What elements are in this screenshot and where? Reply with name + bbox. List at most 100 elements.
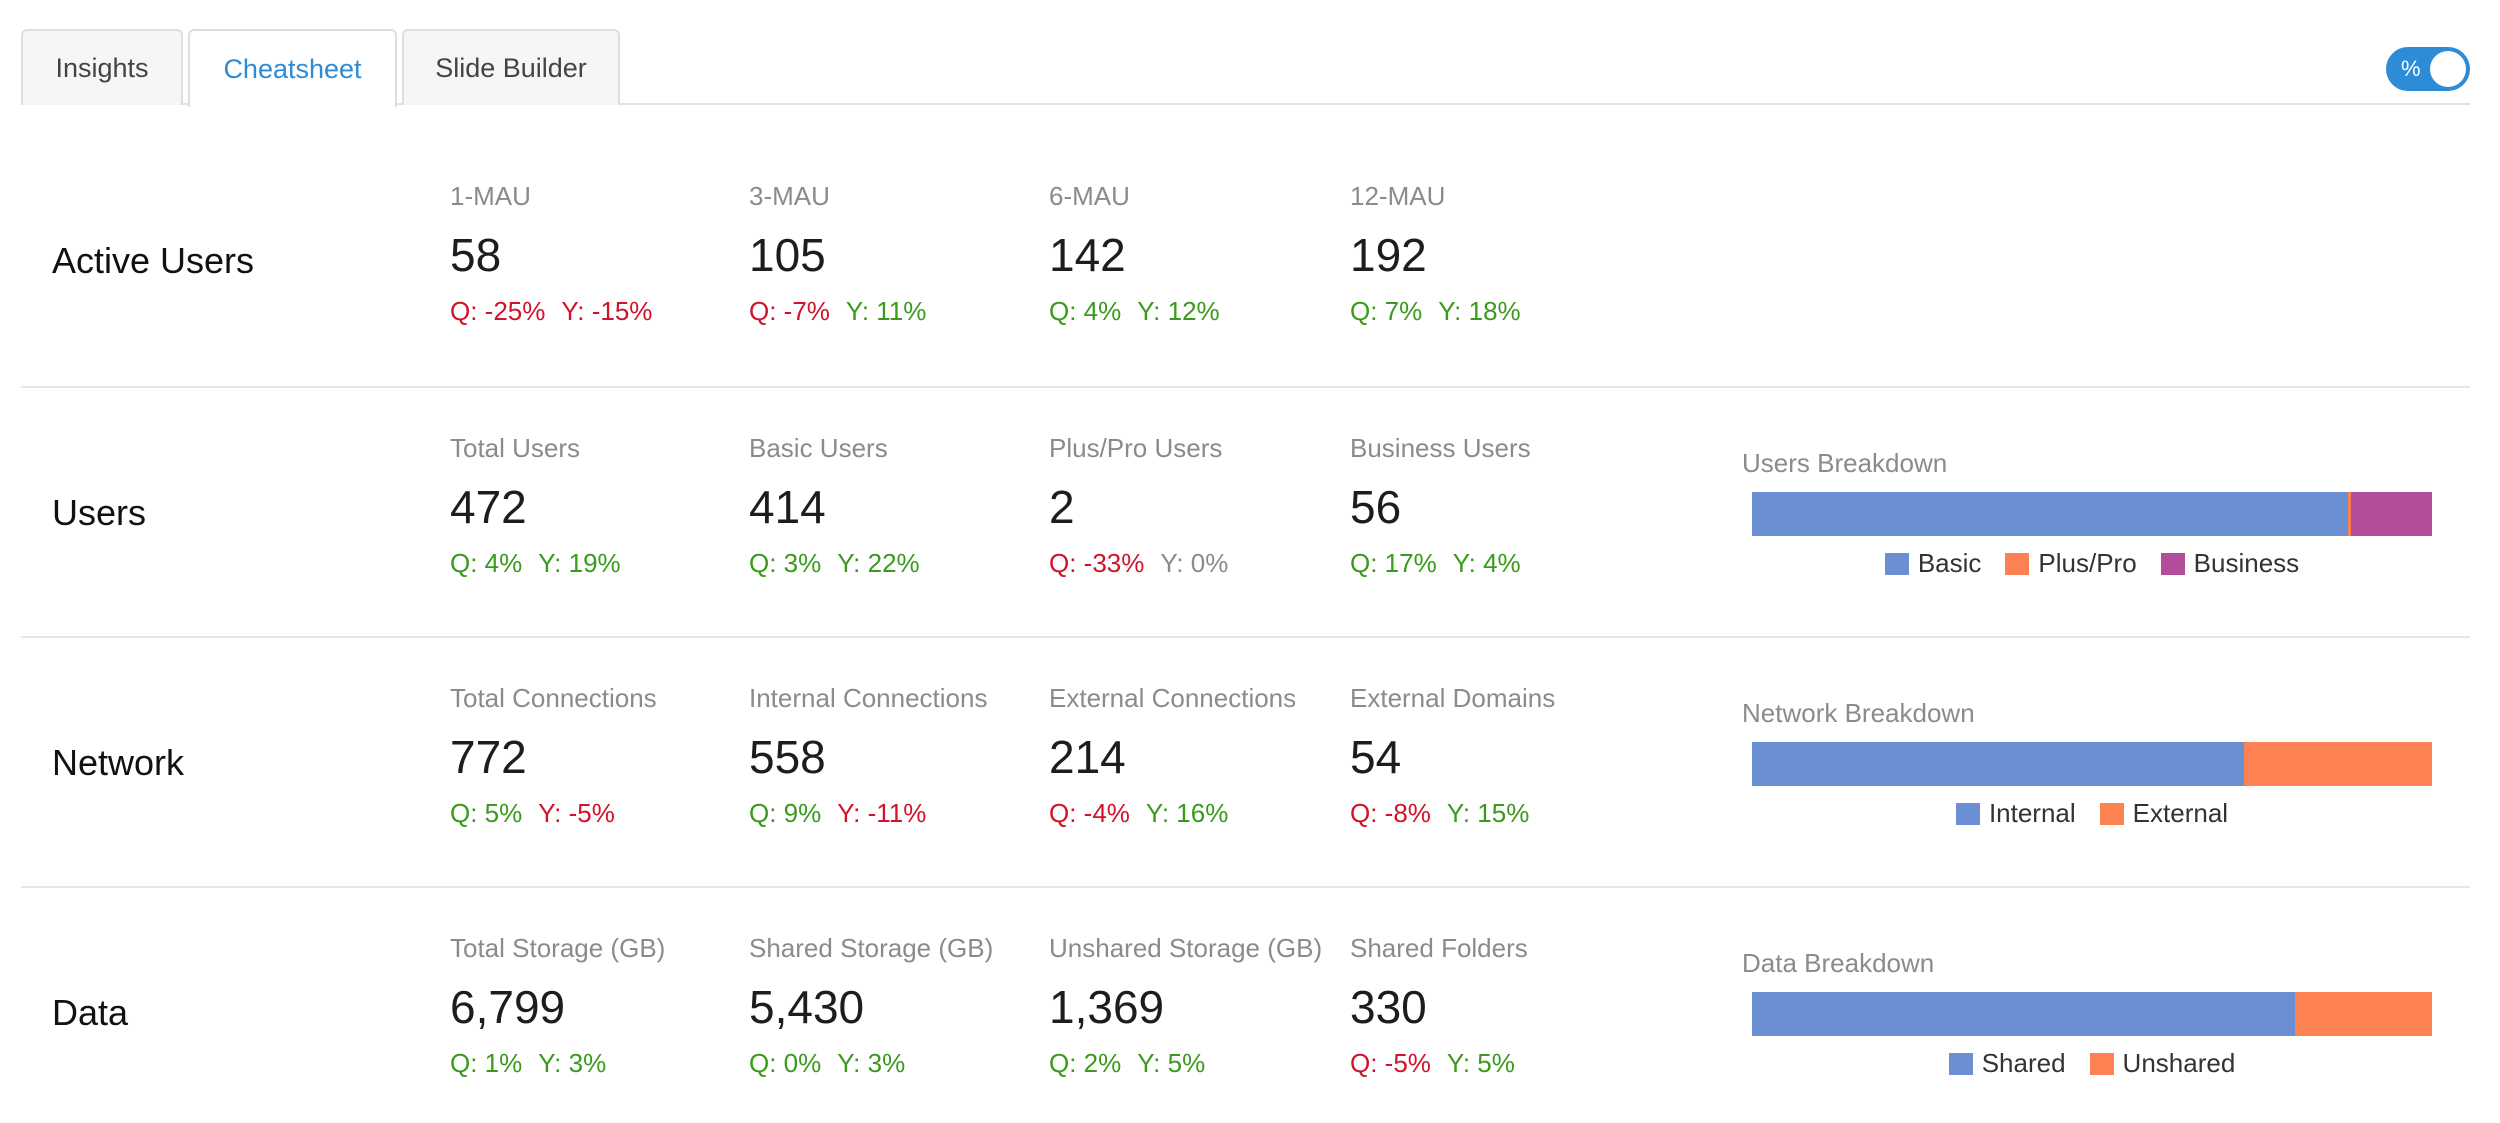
- metric-change: Q: 3% Y: 22%: [749, 548, 936, 579]
- metric-total-storage: Total Storage (GB) 6,799 Q: 1% Y: 3%: [450, 888, 750, 1123]
- legend-item[interactable]: Business: [2160, 548, 2299, 579]
- metric-label: Total Users: [450, 433, 581, 463]
- year-change: Y: 12%: [1137, 296, 1220, 326]
- metric-change: Q: 7% Y: 18%: [1350, 296, 1537, 327]
- metric-value: 1,369: [1049, 981, 1165, 1033]
- metric-value: 54: [1350, 731, 1402, 783]
- section-title: Active Users: [52, 240, 255, 281]
- network-breakdown-chart: Network Breakdown Internal External: [1742, 638, 2462, 888]
- quarter-change: Q: -7%: [749, 296, 830, 326]
- legend-item[interactable]: Internal: [1955, 798, 2076, 829]
- metric-change: Q: 5% Y: -5%: [450, 798, 631, 829]
- tab-cheatsheet[interactable]: Cheatsheet: [188, 29, 397, 107]
- metric-label: 3-MAU: [749, 181, 830, 211]
- metric-change: Q: -7% Y: 11%: [749, 296, 942, 327]
- tab-bar: Insights Cheatsheet Slide Builder: [21, 29, 2470, 107]
- data-breakdown-chart: Data Breakdown Shared Unshared: [1742, 888, 2462, 1123]
- breakdown-title: Users Breakdown: [1742, 448, 1948, 478]
- metric-value: 558: [749, 731, 826, 783]
- year-change: Y: -5%: [538, 798, 615, 828]
- bar-segment-shared[interactable]: [1752, 992, 2296, 1036]
- metric-label: 12-MAU: [1350, 181, 1446, 211]
- section-data: Data Total Storage (GB) 6,799 Q: 1% Y: 3%…: [21, 886, 2470, 1123]
- year-change: Y: 16%: [1145, 798, 1229, 828]
- metric-shared-folders: Shared Folders 330 Q: -5% Y: 5%: [1350, 888, 1650, 1123]
- legend-item[interactable]: External: [2099, 798, 2229, 829]
- year-change: Y: -15%: [561, 296, 653, 326]
- year-change: Y: 5%: [1446, 1048, 1515, 1078]
- legend-item[interactable]: Unshared: [2089, 1048, 2235, 1079]
- bar-segment-internal[interactable]: [1752, 742, 2244, 786]
- metric-label: 6-MAU: [1049, 181, 1130, 211]
- quarter-change: Q: 1%: [450, 1048, 523, 1078]
- year-change: Y: 22%: [837, 548, 920, 578]
- legend-label: Plus/Pro: [2038, 548, 2137, 578]
- quarter-change: Q: -25%: [450, 296, 546, 326]
- quarter-change: Q: 0%: [749, 1048, 822, 1078]
- metric-external-domains: External Domains 54 Q: -8% Y: 15%: [1350, 638, 1650, 888]
- metric-change: Q: 4% Y: 19%: [450, 548, 637, 579]
- metric-label: Total Connections: [450, 683, 657, 713]
- section-active-users: Active Users 1-MAU 58 Q: -25% Y: -15% 3-M…: [21, 136, 2470, 386]
- legend-swatch: [2160, 552, 2185, 575]
- legend-item[interactable]: Plus/Pro: [2005, 548, 2137, 579]
- bar-segment-business[interactable]: [2351, 492, 2432, 536]
- metric-label: Plus/Pro Users: [1049, 433, 1223, 463]
- legend: Basic Plus/Pro Business: [1752, 548, 2432, 579]
- metric-value: 58: [450, 229, 502, 281]
- metric-label: Internal Connections: [749, 683, 988, 713]
- legend-item[interactable]: Shared: [1948, 1048, 2066, 1079]
- quarter-change: Q: 9%: [749, 798, 822, 828]
- stacked-bar[interactable]: [1752, 992, 2432, 1036]
- year-change: Y: 5%: [1137, 1048, 1206, 1078]
- bar-segment-external[interactable]: [2243, 742, 2432, 786]
- year-change: Y: -11%: [837, 798, 927, 828]
- section-title: Users: [52, 492, 147, 533]
- metric-change: Q: -33% Y: 0%: [1049, 548, 1244, 579]
- metric-basic-users: Basic Users 414 Q: 3% Y: 22%: [749, 388, 1049, 638]
- quarter-change: Q: 7%: [1350, 296, 1423, 326]
- legend-item[interactable]: Basic: [1884, 548, 1982, 579]
- metric-label: External Connections: [1049, 683, 1297, 713]
- users-breakdown-chart: Users Breakdown Basic Plus/Pro Business: [1742, 388, 2462, 638]
- legend-swatch: [2089, 1052, 2114, 1075]
- quarter-change: Q: -4%: [1049, 798, 1130, 828]
- quarter-change: Q: -8%: [1350, 798, 1431, 828]
- tab-slide-builder[interactable]: Slide Builder: [402, 29, 620, 105]
- metric-unshared-storage: Unshared Storage (GB) 1,369 Q: 2% Y: 5%: [1049, 888, 1349, 1123]
- metric-value: 772: [450, 731, 527, 783]
- metric-value: 2: [1049, 481, 1075, 533]
- year-change: Y: 3%: [837, 1048, 906, 1078]
- legend-label: Basic: [1917, 548, 1982, 578]
- quarter-change: Q: -5%: [1350, 1048, 1431, 1078]
- metric-label: Total Storage (GB): [450, 933, 666, 963]
- metric-change: Q: 9% Y: -11%: [749, 798, 942, 829]
- metric-change: Q: 1% Y: 3%: [450, 1048, 622, 1079]
- metric-value: 472: [450, 481, 527, 533]
- legend-label: Shared: [1981, 1048, 2066, 1078]
- legend-swatch: [1955, 802, 1980, 825]
- legend-swatch: [2005, 552, 2030, 575]
- quarter-change: Q: 4%: [1049, 296, 1122, 326]
- percent-toggle[interactable]: %: [2386, 47, 2470, 91]
- quarter-change: Q: 5%: [450, 798, 523, 828]
- tab-insights[interactable]: Insights: [21, 29, 183, 105]
- metric-value: 56: [1350, 481, 1402, 533]
- metric-value: 192: [1350, 229, 1427, 281]
- year-change: Y: 0%: [1160, 548, 1229, 578]
- metric-value: 6,799: [450, 981, 566, 1033]
- legend-label: External: [2132, 798, 2229, 828]
- metric-label: External Domains: [1350, 683, 1556, 713]
- year-change: Y: 19%: [538, 548, 621, 578]
- metric-total-connections: Total Connections 772 Q: 5% Y: -5%: [450, 638, 750, 888]
- bar-segment-plus-pro[interactable]: [2348, 492, 2352, 536]
- stacked-bar[interactable]: [1752, 742, 2432, 786]
- legend-swatch: [1884, 552, 1909, 575]
- metric-internal-connections: Internal Connections 558 Q: 9% Y: -11%: [749, 638, 1049, 888]
- stacked-bar[interactable]: [1752, 492, 2432, 536]
- bar-segment-unshared[interactable]: [2295, 992, 2432, 1036]
- metric-change: Q: 0% Y: 3%: [749, 1048, 921, 1079]
- metric-change: Q: -8% Y: 15%: [1350, 798, 1545, 829]
- bar-segment-basic[interactable]: [1752, 492, 2349, 536]
- quarter-change: Q: -33%: [1049, 548, 1145, 578]
